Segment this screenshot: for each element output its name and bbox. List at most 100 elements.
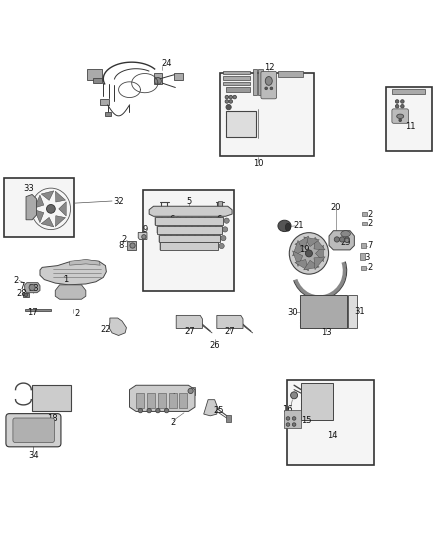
Text: 21: 21 — [293, 221, 304, 230]
Bar — [159, 235, 220, 243]
Text: 31: 31 — [354, 307, 365, 316]
Ellipse shape — [297, 241, 321, 266]
Ellipse shape — [226, 104, 231, 110]
Ellipse shape — [219, 244, 224, 248]
Ellipse shape — [286, 223, 290, 231]
Bar — [179, 393, 187, 408]
Bar — [100, 99, 110, 105]
Polygon shape — [26, 195, 36, 220]
Text: 17: 17 — [27, 308, 37, 317]
Bar — [226, 111, 256, 137]
Ellipse shape — [155, 408, 160, 413]
Bar — [218, 201, 222, 207]
Ellipse shape — [265, 87, 268, 90]
Bar — [392, 89, 425, 94]
Text: 9: 9 — [142, 225, 148, 234]
Ellipse shape — [233, 95, 237, 99]
Bar — [23, 293, 29, 297]
Ellipse shape — [334, 237, 339, 242]
Polygon shape — [149, 206, 232, 216]
Text: 12: 12 — [265, 63, 275, 72]
Polygon shape — [109, 318, 127, 335]
Polygon shape — [315, 245, 324, 262]
Polygon shape — [204, 400, 217, 416]
Bar — [361, 266, 366, 270]
Polygon shape — [295, 236, 308, 247]
Text: 33: 33 — [23, 184, 34, 193]
Bar — [386, 87, 432, 151]
Text: 20: 20 — [331, 203, 341, 212]
Bar — [169, 393, 177, 408]
Ellipse shape — [401, 100, 404, 103]
Text: 24: 24 — [161, 59, 172, 68]
Bar — [223, 82, 250, 85]
Bar — [147, 393, 155, 408]
Text: 2: 2 — [170, 418, 176, 427]
Text: 30: 30 — [287, 308, 298, 317]
Bar — [160, 243, 218, 251]
Ellipse shape — [278, 220, 291, 231]
Text: 2: 2 — [367, 263, 372, 272]
Ellipse shape — [225, 100, 229, 103]
Text: 10: 10 — [253, 159, 264, 168]
Text: 15: 15 — [301, 416, 311, 425]
Ellipse shape — [225, 95, 229, 99]
Polygon shape — [55, 191, 66, 202]
Text: 4: 4 — [170, 393, 176, 402]
Polygon shape — [304, 260, 319, 270]
Bar — [226, 87, 250, 92]
Text: 6: 6 — [216, 215, 222, 224]
Bar — [361, 244, 366, 248]
Text: 5: 5 — [187, 197, 192, 206]
Text: 2: 2 — [13, 276, 18, 285]
FancyBboxPatch shape — [261, 71, 277, 99]
Bar — [300, 295, 347, 328]
Polygon shape — [41, 191, 54, 200]
Ellipse shape — [339, 237, 345, 242]
Ellipse shape — [224, 218, 229, 223]
Polygon shape — [34, 210, 44, 223]
Ellipse shape — [289, 233, 328, 274]
Bar — [87, 69, 102, 80]
Polygon shape — [59, 201, 66, 216]
Bar — [136, 393, 144, 408]
Bar — [287, 380, 374, 465]
Bar — [343, 237, 350, 244]
Ellipse shape — [229, 100, 233, 103]
Text: 8: 8 — [118, 241, 124, 250]
Bar — [143, 190, 234, 290]
Ellipse shape — [286, 417, 290, 420]
FancyBboxPatch shape — [13, 418, 54, 442]
Text: 28: 28 — [16, 289, 27, 298]
Text: 23: 23 — [28, 284, 39, 293]
Ellipse shape — [396, 104, 399, 108]
Text: 6: 6 — [170, 215, 175, 224]
Ellipse shape — [345, 238, 349, 243]
Polygon shape — [293, 240, 303, 256]
Bar — [258, 69, 263, 95]
Text: 29: 29 — [340, 238, 351, 247]
Bar — [253, 69, 257, 95]
Ellipse shape — [399, 119, 402, 122]
Ellipse shape — [286, 423, 290, 426]
Ellipse shape — [229, 95, 233, 99]
Text: 25: 25 — [214, 406, 224, 415]
Polygon shape — [304, 237, 319, 247]
Polygon shape — [40, 260, 106, 285]
Bar — [360, 253, 365, 261]
Ellipse shape — [401, 104, 404, 108]
Ellipse shape — [147, 408, 151, 413]
Polygon shape — [41, 217, 54, 227]
Ellipse shape — [292, 417, 296, 420]
Ellipse shape — [46, 205, 55, 213]
Bar — [362, 212, 367, 216]
Text: 27: 27 — [225, 327, 235, 336]
Ellipse shape — [396, 100, 399, 103]
Text: 2: 2 — [121, 235, 127, 244]
Text: 2: 2 — [367, 219, 372, 228]
Text: 7: 7 — [367, 241, 372, 250]
Ellipse shape — [164, 408, 169, 413]
Text: 19: 19 — [299, 245, 309, 254]
Polygon shape — [293, 251, 303, 266]
Ellipse shape — [130, 243, 135, 248]
